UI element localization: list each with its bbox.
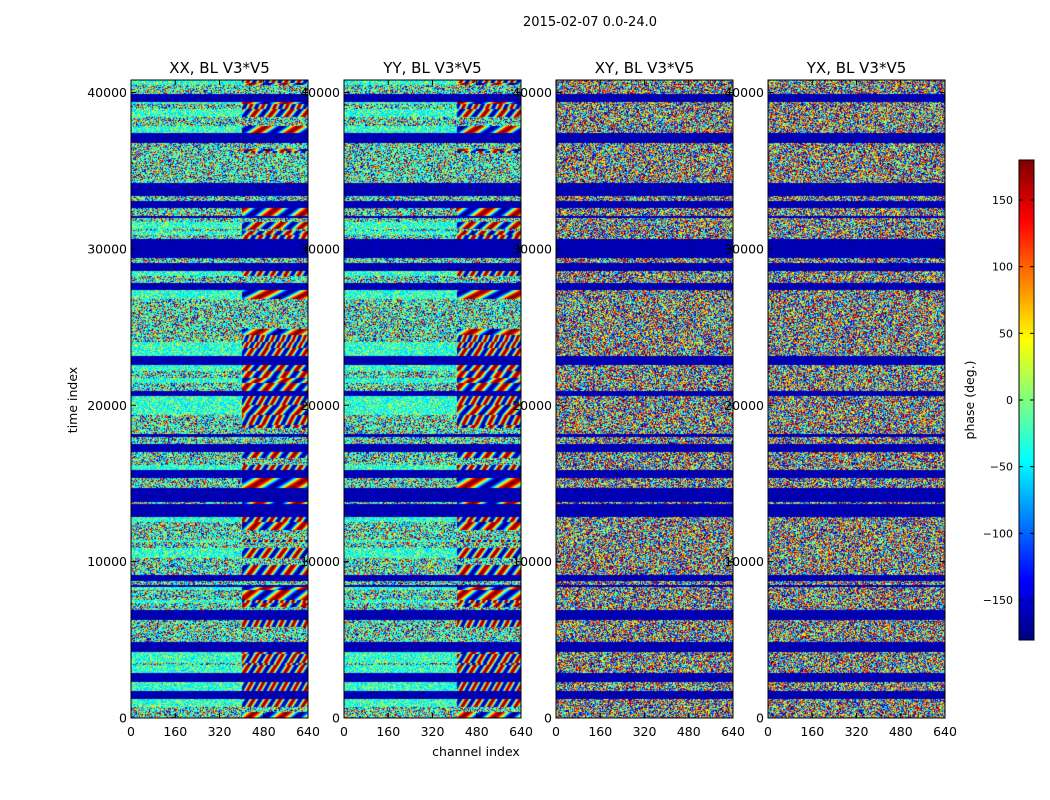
panel-title: YX, BL V3*V5 — [806, 59, 907, 77]
colorbar-tick-label: −50 — [990, 461, 1013, 474]
y-tick-label: 20000 — [87, 398, 127, 413]
x-tick-label: 160 — [163, 724, 187, 739]
colorbar-tick-label: 50 — [999, 327, 1013, 340]
y-tick-label: 10000 — [724, 554, 764, 569]
y-tick-label: 20000 — [512, 398, 552, 413]
x-tick-label: 640 — [296, 724, 320, 739]
y-tick-label: 40000 — [512, 85, 552, 100]
y-tick-label: 0 — [332, 711, 340, 726]
y-tick-label: 30000 — [87, 241, 127, 256]
y-tick-label: 10000 — [87, 554, 127, 569]
colorbar-tick-label: 100 — [992, 261, 1013, 274]
x-tick-label: 480 — [252, 724, 276, 739]
colorbar-label: phase (deg.) — [962, 361, 977, 440]
y-tick-label: 10000 — [300, 554, 340, 569]
panels-layer: XX, BL V3*V5 0 160 320 480 640 0 10000 20000 3000… — [87, 59, 957, 739]
x-tick-label: 160 — [376, 724, 400, 739]
x-tick-label: 320 — [421, 724, 445, 739]
y-tick-label: 40000 — [87, 85, 127, 100]
y-tick-label: 30000 — [512, 241, 552, 256]
panel-xy: XY, BL V3*V5 0 160 320 480 640 0 10000 20000 3000… — [512, 59, 745, 739]
panel-xx: XX, BL V3*V5 0 160 320 480 640 0 10000 20000 3000… — [87, 59, 320, 739]
colorbar-tick-label: −150 — [983, 594, 1013, 607]
panel-title: XX, BL V3*V5 — [169, 59, 270, 77]
x-tick-label: 0 — [764, 724, 772, 739]
phase-heatmap-yx — [768, 80, 945, 718]
y-tick-label: 10000 — [512, 554, 552, 569]
y-tick-label: 40000 — [300, 85, 340, 100]
x-tick-label: 640 — [933, 724, 957, 739]
x-tick-label: 640 — [721, 724, 745, 739]
x-tick-label: 320 — [845, 724, 869, 739]
colorbar-tick-label: 150 — [992, 194, 1013, 207]
panel-yy: YY, BL V3*V5 0 160 320 480 640 0 10000 20000 3000… — [300, 59, 533, 739]
y-tick-label: 20000 — [300, 398, 340, 413]
phase-heatmap-xx — [131, 80, 308, 718]
y-tick-label: 40000 — [724, 85, 764, 100]
y-tick-label: 30000 — [300, 241, 340, 256]
x-tick-label: 160 — [800, 724, 824, 739]
colorbar-tick-label: −100 — [983, 527, 1013, 540]
panel-title: YY, BL V3*V5 — [382, 59, 481, 77]
y-tick-label: 0 — [544, 711, 552, 726]
x-axis-label: channel index — [432, 744, 520, 759]
panel-title: XY, BL V3*V5 — [595, 59, 695, 77]
figure-title: 2015-02-07 0.0-24.0 — [523, 15, 657, 30]
x-tick-label: 0 — [552, 724, 560, 739]
colorbar: 150 100 50 0 −50 −100 −150 phase (deg.) — [962, 159, 1035, 641]
y-tick-label: 0 — [119, 711, 127, 726]
x-tick-label: 480 — [465, 724, 489, 739]
x-tick-label: 480 — [889, 724, 913, 739]
colorbar-ticks: 150 100 50 0 −50 −100 −150 — [983, 194, 1034, 607]
phase-heatmap-yy — [344, 80, 521, 718]
y-tick-label: 30000 — [724, 241, 764, 256]
x-tick-label: 640 — [509, 724, 533, 739]
y-axis-label: time index — [65, 367, 80, 433]
panel-yx: YX, BL V3*V5 0 160 320 480 640 0 10000 20000 3000… — [724, 59, 957, 739]
x-tick-label: 0 — [127, 724, 135, 739]
x-tick-label: 480 — [677, 724, 701, 739]
colorbar-tick-label: 0 — [1006, 394, 1013, 407]
phase-heatmap-xy — [556, 80, 733, 718]
x-tick-label: 320 — [208, 724, 232, 739]
x-tick-label: 160 — [588, 724, 612, 739]
x-tick-label: 320 — [633, 724, 657, 739]
y-tick-label: 0 — [756, 711, 764, 726]
x-tick-label: 0 — [340, 724, 348, 739]
y-tick-label: 20000 — [724, 398, 764, 413]
